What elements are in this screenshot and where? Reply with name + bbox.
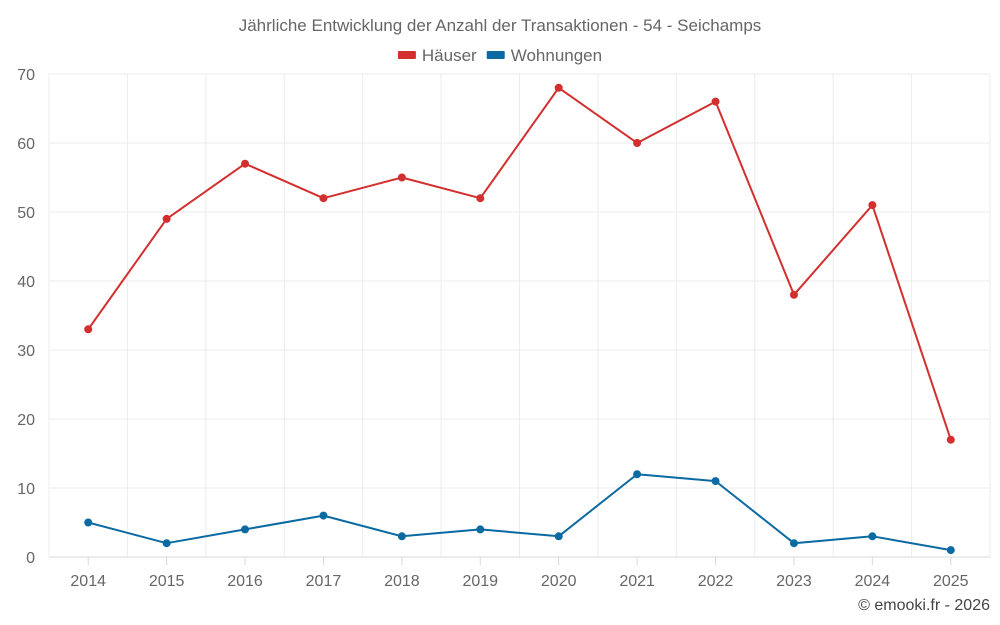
- data-point[interactable]: [476, 194, 485, 203]
- data-point[interactable]: [241, 159, 250, 168]
- legend: Häuser Wohnungen: [397, 46, 602, 65]
- x-tick-label: 2014: [70, 573, 106, 590]
- y-tick-label: 40: [17, 274, 35, 291]
- data-point[interactable]: [711, 477, 720, 486]
- data-point[interactable]: [946, 546, 955, 555]
- legend-label: Häuser: [422, 46, 477, 65]
- series-line-wohnungen: [87, 473, 951, 552]
- y-tick-label: 50: [17, 205, 35, 222]
- grid-lines: [48, 73, 991, 557]
- data-point[interactable]: [84, 325, 93, 334]
- x-tick-label: 2015: [149, 573, 185, 590]
- x-tick-label: 2021: [619, 573, 655, 590]
- data-point[interactable]: [633, 470, 642, 479]
- data-point[interactable]: [554, 83, 563, 92]
- y-tick-label: 30: [17, 343, 35, 360]
- x-tick-label: 2025: [933, 573, 969, 590]
- data-point[interactable]: [319, 511, 328, 520]
- legend-swatch[interactable]: [486, 51, 505, 59]
- x-tick-label: 2020: [541, 573, 577, 590]
- x-tick-label: 2017: [306, 573, 342, 590]
- data-point[interactable]: [868, 201, 877, 210]
- x-tick-label: 2016: [227, 573, 263, 590]
- data-point[interactable]: [633, 139, 642, 147]
- legend-label: Wohnungen: [511, 46, 602, 65]
- data-point[interactable]: [946, 435, 955, 444]
- y-axis: 0 10 20 30 40 50 60 70: [17, 67, 35, 567]
- series-group: [84, 83, 955, 555]
- x-tick-label: 2023: [776, 573, 812, 590]
- credit-text: © emooki.fr - 2026: [858, 597, 990, 614]
- data-point[interactable]: [476, 525, 485, 534]
- y-tick-label: 10: [17, 481, 35, 498]
- legend-swatch[interactable]: [397, 51, 416, 59]
- data-point[interactable]: [397, 532, 406, 541]
- data-point[interactable]: [397, 173, 406, 182]
- data-point[interactable]: [711, 97, 720, 106]
- x-tick-label: 2019: [462, 573, 498, 590]
- data-point[interactable]: [319, 194, 328, 203]
- data-point[interactable]: [162, 214, 171, 223]
- x-tick-label: 2022: [698, 573, 734, 590]
- data-point[interactable]: [241, 525, 250, 534]
- series-line-haeuser: [87, 86, 952, 441]
- x-tick-label: 2024: [855, 573, 891, 590]
- data-point[interactable]: [789, 539, 798, 548]
- y-tick-label: 20: [17, 412, 35, 429]
- data-point[interactable]: [868, 532, 877, 541]
- chart-title: Jährliche Entwicklung der Anzahl der Tra…: [239, 16, 762, 35]
- y-tick-label: 0: [26, 550, 35, 567]
- data-point[interactable]: [162, 539, 171, 548]
- x-axis: 2014 2015 2016 2017 2018 2019 2020 2021 2022 2023…: [49, 556, 990, 590]
- y-tick-label: 60: [17, 136, 35, 153]
- data-point[interactable]: [554, 532, 563, 541]
- data-point[interactable]: [789, 290, 798, 299]
- y-tick-label: 70: [17, 67, 35, 84]
- data-point[interactable]: [84, 518, 93, 527]
- x-tick-label: 2018: [384, 573, 420, 590]
